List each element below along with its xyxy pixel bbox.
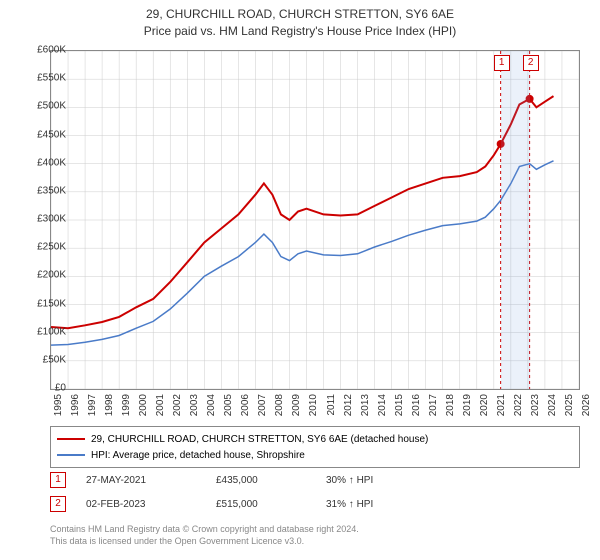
x-tick-label: 2015 [394,394,405,416]
y-tick-label: £150K [37,298,66,309]
x-tick-label: 2011 [326,394,337,416]
y-tick-label: £100K [37,326,66,337]
x-tick-label: 2008 [274,394,285,416]
y-tick-label: £250K [37,242,66,253]
y-tick-label: £0 [55,383,66,394]
x-tick-label: 2002 [172,394,183,416]
x-tick-label: 1995 [53,394,64,416]
x-tick-label: 2012 [343,394,354,416]
x-tick-label: 2017 [428,394,439,416]
legend-swatch-hpi [57,454,85,456]
legend-label-hpi: HPI: Average price, detached house, Shro… [91,450,305,461]
sale-row-1: 1 27-MAY-2021 £435,000 30% ↑ HPI [50,472,580,488]
chart-marker-label: 1 [494,55,510,71]
y-tick-label: £350K [37,185,66,196]
x-tick-label: 1996 [70,394,81,416]
x-tick-label: 2013 [360,394,371,416]
x-tick-label: 2000 [138,394,149,416]
x-tick-label: 2026 [581,394,592,416]
footer-line-2: This data is licensed under the Open Gov… [50,536,359,548]
legend-box: 29, CHURCHILL ROAD, CHURCH STRETTON, SY6… [50,426,580,468]
footer-attribution: Contains HM Land Registry data © Crown c… [50,524,359,547]
title-line-1: 29, CHURCHILL ROAD, CHURCH STRETTON, SY6… [0,6,600,23]
y-tick-label: £550K [37,73,66,84]
x-tick-label: 2023 [530,394,541,416]
x-tick-label: 2005 [223,394,234,416]
highlight-band [501,51,530,389]
y-tick-label: £400K [37,157,66,168]
title-block: 29, CHURCHILL ROAD, CHURCH STRETTON, SY6… [0,0,600,40]
legend-row-property: 29, CHURCHILL ROAD, CHURCH STRETTON, SY6… [57,431,573,447]
x-tick-label: 2018 [445,394,456,416]
legend-row-hpi: HPI: Average price, detached house, Shro… [57,447,573,463]
x-tick-label: 2014 [377,394,388,416]
x-tick-label: 2004 [206,394,217,416]
sale-date-2: 02-FEB-2023 [86,499,216,510]
x-tick-label: 2021 [496,394,507,416]
x-tick-label: 2020 [479,394,490,416]
sale-marker-1: 1 [50,472,66,488]
x-tick-label: 2019 [462,394,473,416]
x-tick-label: 2003 [189,394,200,416]
footer-line-1: Contains HM Land Registry data © Crown c… [50,524,359,536]
sale-pct-1: 30% ↑ HPI [326,475,446,486]
title-line-2: Price paid vs. HM Land Registry's House … [0,23,600,40]
chart-marker-label: 2 [523,55,539,71]
y-tick-label: £450K [37,129,66,140]
sale-pct-2: 31% ↑ HPI [326,499,446,510]
sale-row-2: 2 02-FEB-2023 £515,000 31% ↑ HPI [50,496,580,512]
y-tick-label: £200K [37,270,66,281]
sale-price-1: £435,000 [216,475,326,486]
x-tick-label: 2010 [308,394,319,416]
x-tick-label: 2016 [411,394,422,416]
y-tick-label: £600K [37,45,66,56]
chart-plot-area: 12 [50,50,580,390]
y-tick-label: £300K [37,214,66,225]
legend-swatch-property [57,438,85,440]
x-tick-label: 1998 [104,394,115,416]
y-tick-label: £50K [43,354,66,365]
x-tick-label: 2022 [513,394,524,416]
x-tick-label: 2025 [564,394,575,416]
sale-marker-2: 2 [50,496,66,512]
x-tick-label: 2001 [155,394,166,416]
sale-price-2: £515,000 [216,499,326,510]
x-tick-label: 2024 [547,394,558,416]
chart-container: 29, CHURCHILL ROAD, CHURCH STRETTON, SY6… [0,0,600,560]
sale-date-1: 27-MAY-2021 [86,475,216,486]
x-tick-label: 2009 [291,394,302,416]
x-tick-label: 2006 [240,394,251,416]
x-tick-label: 1999 [121,394,132,416]
y-tick-label: £500K [37,101,66,112]
legend-label-property: 29, CHURCHILL ROAD, CHURCH STRETTON, SY6… [91,434,428,445]
x-tick-label: 2007 [257,394,268,416]
x-tick-label: 1997 [87,394,98,416]
